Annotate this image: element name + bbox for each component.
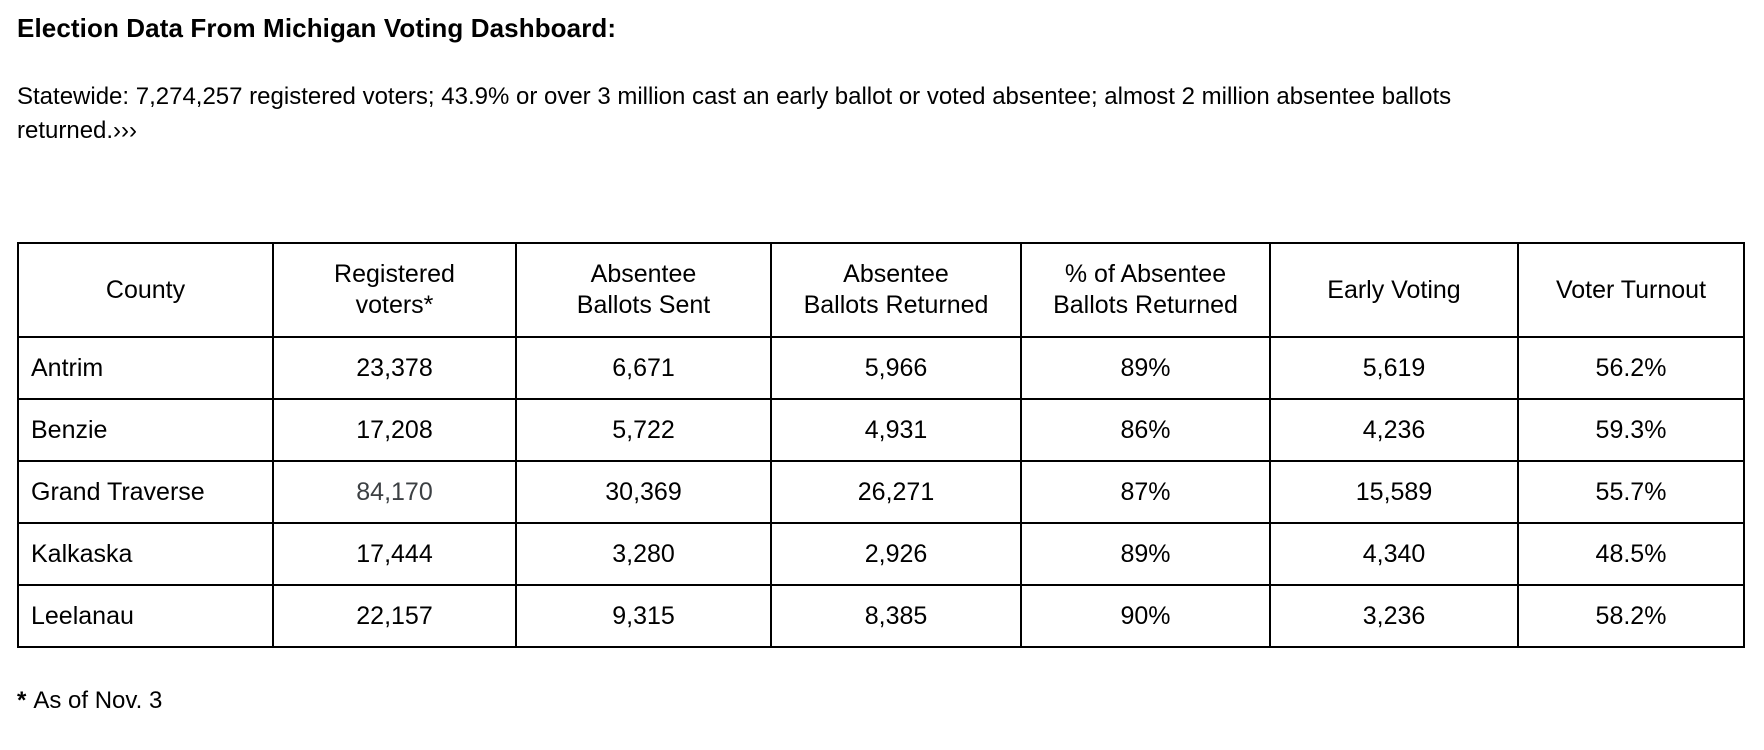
cell-pct-returned: 89% <box>1020 336 1271 400</box>
cell-registered-voters: 84,170 <box>272 460 517 524</box>
table-header-row: County Registered voters* Absentee Ballo… <box>17 242 1745 338</box>
election-data-table: County Registered voters* Absentee Ballo… <box>17 242 1745 648</box>
cell-pct-returned: 89% <box>1020 522 1271 586</box>
header-line: Voter Turnout <box>1555 275 1707 304</box>
table-row-grand-traverse: Grand Traverse 84,170 30,369 26,271 87% … <box>17 460 1745 524</box>
cell-early-voting: 15,589 <box>1269 460 1519 524</box>
header-line: Early Voting <box>1327 275 1461 304</box>
header-county: County <box>17 242 274 338</box>
cell-pct-returned: 90% <box>1020 584 1271 648</box>
cell-county: Kalkaska <box>17 522 274 586</box>
cell-registered-voters: 23,378 <box>272 336 517 400</box>
cell-voter-turnout: 55.7% <box>1517 460 1745 524</box>
cell-absentee-sent: 30,369 <box>515 460 772 524</box>
cell-absentee-returned: 26,271 <box>770 460 1022 524</box>
header-early-voting: Early Voting <box>1269 242 1519 338</box>
cell-voter-turnout: 58.2% <box>1517 584 1745 648</box>
cell-early-voting: 4,340 <box>1269 522 1519 586</box>
cell-county: Benzie <box>17 398 274 462</box>
cell-voter-turnout: 59.3% <box>1517 398 1745 462</box>
header-line: Ballots Returned <box>803 291 989 319</box>
table-row-leelanau: Leelanau 22,157 9,315 8,385 90% 3,236 58… <box>17 584 1745 648</box>
cell-early-voting: 5,619 <box>1269 336 1519 400</box>
cell-county: Antrim <box>17 336 274 400</box>
header-line: Registered <box>334 260 455 288</box>
cell-absentee-returned: 8,385 <box>770 584 1022 648</box>
footnote-asterisk: * <box>17 687 27 714</box>
header-line: Absentee <box>843 260 949 288</box>
cell-pct-returned: 86% <box>1020 398 1271 462</box>
cell-registered-voters: 17,208 <box>272 398 517 462</box>
table-row-benzie: Benzie 17,208 5,722 4,931 86% 4,236 59.3… <box>17 398 1745 462</box>
cell-absentee-returned: 4,931 <box>770 398 1022 462</box>
footnote: * As of Nov. 3 <box>17 686 1747 716</box>
cell-absentee-sent: 3,280 <box>515 522 772 586</box>
cell-absentee-sent: 5,722 <box>515 398 772 462</box>
cell-voter-turnout: 48.5% <box>1517 522 1745 586</box>
cell-early-voting: 4,236 <box>1269 398 1519 462</box>
cell-pct-returned: 87% <box>1020 460 1271 524</box>
header-line: voters* <box>355 291 434 319</box>
header-line: Ballots Sent <box>576 291 711 319</box>
header-line: Absentee <box>590 260 697 288</box>
header-absentee-ballots-sent: Absentee Ballots Sent <box>515 242 772 338</box>
table-row-antrim: Antrim 23,378 6,671 5,966 89% 5,619 56.2… <box>17 336 1745 400</box>
cell-county: Grand Traverse <box>17 460 274 524</box>
header-pct-absentee-ballots-returned: % of Absentee Ballots Returned <box>1020 242 1271 338</box>
header-voter-turnout: Voter Turnout <box>1517 242 1745 338</box>
table-row-kalkaska: Kalkaska 17,444 3,280 2,926 89% 4,340 48… <box>17 522 1745 586</box>
document-page: Election Data From Michigan Voting Dashb… <box>17 13 1747 716</box>
cell-absentee-returned: 2,926 <box>770 522 1022 586</box>
header-registered-voters: Registered voters* <box>272 242 517 338</box>
footnote-text: As of Nov. 3 <box>33 687 163 714</box>
statewide-summary: Statewide: 7,274,257 registered voters; … <box>17 83 1452 144</box>
page-title: Election Data From Michigan Voting Dashb… <box>17 13 617 43</box>
header-line: County <box>105 275 186 304</box>
cell-county: Leelanau <box>17 584 274 648</box>
cell-absentee-returned: 5,966 <box>770 336 1022 400</box>
header-absentee-ballots-returned: Absentee Ballots Returned <box>770 242 1022 338</box>
cell-voter-turnout: 56.2% <box>1517 336 1745 400</box>
cell-registered-voters: 22,157 <box>272 584 517 648</box>
header-line: % of Absentee <box>1064 260 1227 288</box>
cell-registered-voters: 17,444 <box>272 522 517 586</box>
cell-absentee-sent: 9,315 <box>515 584 772 648</box>
cell-early-voting: 3,236 <box>1269 584 1519 648</box>
header-line: Ballots Returned <box>1053 291 1238 319</box>
cell-absentee-sent: 6,671 <box>515 336 772 400</box>
